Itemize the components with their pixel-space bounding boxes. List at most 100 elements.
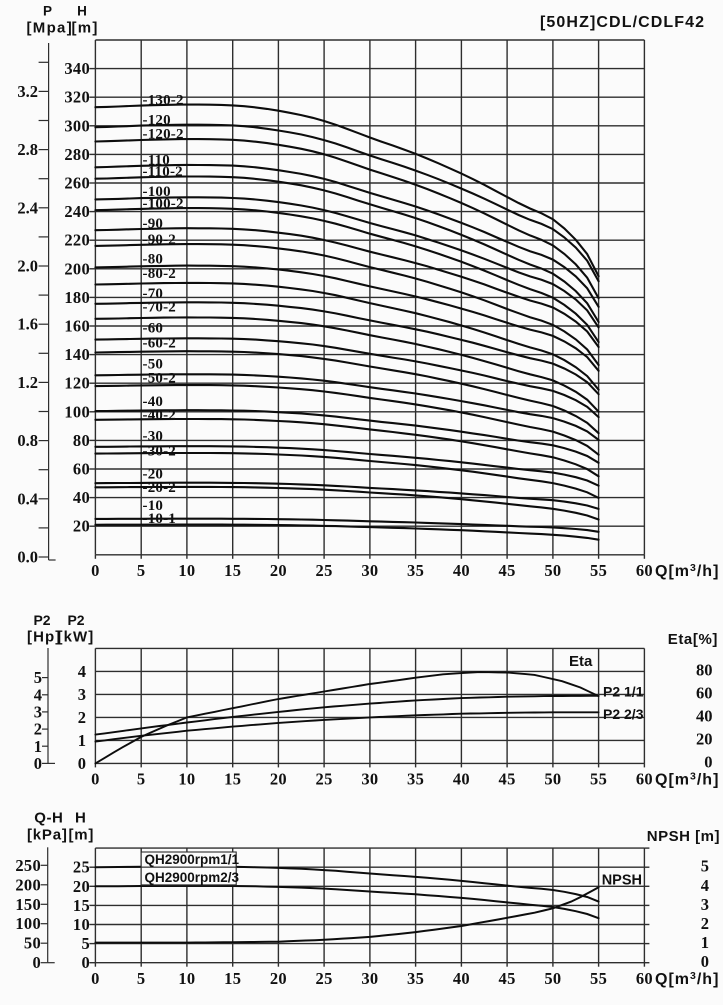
svg-text:4: 4 bbox=[34, 685, 42, 704]
svg-text:240: 240 bbox=[64, 202, 90, 221]
svg-text:60: 60 bbox=[636, 561, 653, 580]
svg-text:NPSH: NPSH bbox=[602, 873, 642, 889]
svg-text:1: 1 bbox=[78, 731, 86, 750]
svg-text:20: 20 bbox=[73, 517, 90, 536]
svg-text:45: 45 bbox=[499, 969, 516, 988]
svg-text:-20-2: -20-2 bbox=[143, 480, 177, 496]
svg-text:250: 250 bbox=[15, 856, 41, 875]
svg-text:280: 280 bbox=[64, 145, 90, 164]
svg-text:-60: -60 bbox=[143, 321, 164, 337]
svg-text:-70-2: -70-2 bbox=[143, 300, 177, 316]
svg-text:2: 2 bbox=[701, 914, 709, 933]
svg-text:2.0: 2.0 bbox=[17, 257, 38, 276]
svg-text:-10-1: -10-1 bbox=[143, 511, 177, 527]
svg-text:50: 50 bbox=[544, 561, 561, 580]
svg-text:P2 1/1: P2 1/1 bbox=[603, 684, 644, 700]
svg-text:[Hp]: [Hp] bbox=[27, 629, 61, 646]
svg-text:60: 60 bbox=[696, 683, 713, 702]
svg-text:45: 45 bbox=[499, 770, 516, 789]
svg-text:QH2900rpm2/3: QH2900rpm2/3 bbox=[145, 870, 240, 885]
svg-text:10: 10 bbox=[73, 915, 90, 934]
svg-text:25: 25 bbox=[316, 969, 333, 988]
svg-text:60: 60 bbox=[636, 770, 653, 789]
svg-text:320: 320 bbox=[64, 88, 90, 107]
svg-text:0.0: 0.0 bbox=[17, 548, 38, 567]
svg-text:60: 60 bbox=[636, 969, 653, 988]
svg-text:0: 0 bbox=[701, 952, 709, 971]
svg-text:NPSH [m]: NPSH [m] bbox=[647, 828, 720, 845]
svg-text:260: 260 bbox=[64, 174, 90, 193]
svg-text:-50-2: -50-2 bbox=[143, 370, 177, 386]
svg-text:15: 15 bbox=[224, 561, 241, 580]
svg-text:Q[m3/h]: Q[m3/h] bbox=[655, 562, 719, 580]
svg-text:10: 10 bbox=[178, 561, 195, 580]
svg-text:340: 340 bbox=[64, 59, 90, 78]
svg-text:QH2900rpm1/1: QH2900rpm1/1 bbox=[145, 852, 240, 867]
svg-text:0: 0 bbox=[32, 953, 41, 972]
svg-text:50: 50 bbox=[544, 770, 561, 789]
svg-text:25: 25 bbox=[316, 770, 333, 789]
svg-text:80: 80 bbox=[696, 660, 713, 679]
svg-text:Q[m3/h]: Q[m3/h] bbox=[655, 970, 719, 988]
svg-text:[kW]: [kW] bbox=[58, 629, 95, 646]
svg-text:45: 45 bbox=[499, 561, 516, 580]
svg-text:5: 5 bbox=[701, 857, 709, 876]
svg-text:P: P bbox=[43, 4, 52, 19]
svg-text:40: 40 bbox=[73, 488, 90, 507]
svg-text:-100-2: -100-2 bbox=[143, 196, 184, 212]
svg-text:2: 2 bbox=[34, 720, 42, 739]
svg-text:10: 10 bbox=[178, 969, 195, 988]
svg-text:100: 100 bbox=[64, 402, 90, 421]
svg-text:-40-2: -40-2 bbox=[143, 408, 177, 424]
svg-text:-80-2: -80-2 bbox=[143, 266, 177, 282]
svg-text:-120-2: -120-2 bbox=[143, 127, 184, 143]
svg-text:-30: -30 bbox=[143, 428, 164, 444]
svg-text:[Mpa]: [Mpa] bbox=[27, 19, 74, 36]
svg-text:30: 30 bbox=[361, 969, 378, 988]
svg-text:3: 3 bbox=[78, 685, 86, 704]
svg-text:35: 35 bbox=[407, 770, 424, 789]
svg-text:15: 15 bbox=[224, 770, 241, 789]
svg-text:-70: -70 bbox=[143, 286, 164, 302]
svg-text:-30-2: -30-2 bbox=[143, 443, 177, 459]
svg-text:2: 2 bbox=[78, 708, 86, 727]
svg-text:15: 15 bbox=[73, 896, 90, 915]
svg-text:-90-2: -90-2 bbox=[143, 232, 177, 248]
svg-text:5: 5 bbox=[137, 969, 146, 988]
svg-text:200: 200 bbox=[15, 875, 41, 894]
svg-text:35: 35 bbox=[407, 969, 424, 988]
svg-text:4: 4 bbox=[78, 662, 86, 681]
svg-text:[kPa]: [kPa] bbox=[27, 827, 68, 844]
svg-text:-10: -10 bbox=[143, 498, 164, 514]
svg-text:Q-H: Q-H bbox=[34, 810, 63, 827]
svg-text:-110: -110 bbox=[143, 152, 170, 168]
svg-text:40: 40 bbox=[696, 706, 713, 725]
svg-text:20: 20 bbox=[696, 729, 713, 748]
svg-text:5: 5 bbox=[81, 934, 90, 953]
svg-text:10: 10 bbox=[178, 770, 195, 789]
svg-text:220: 220 bbox=[64, 231, 90, 250]
svg-text:0.8: 0.8 bbox=[17, 431, 38, 450]
svg-text:55: 55 bbox=[590, 770, 607, 789]
svg-text:1: 1 bbox=[701, 933, 709, 952]
svg-text:0: 0 bbox=[91, 969, 100, 988]
svg-text:[m]: [m] bbox=[69, 827, 95, 844]
svg-text:-100: -100 bbox=[143, 184, 171, 200]
svg-text:55: 55 bbox=[590, 969, 607, 988]
svg-text:180: 180 bbox=[64, 288, 90, 307]
svg-text:20: 20 bbox=[270, 770, 287, 789]
svg-text:50: 50 bbox=[544, 969, 561, 988]
svg-text:-20: -20 bbox=[143, 466, 164, 482]
svg-text:20: 20 bbox=[270, 969, 287, 988]
svg-text:H: H bbox=[75, 810, 86, 827]
svg-text:5: 5 bbox=[137, 561, 146, 580]
svg-text:2.4: 2.4 bbox=[17, 198, 38, 217]
svg-text:80: 80 bbox=[73, 431, 90, 450]
svg-text:15: 15 bbox=[224, 969, 241, 988]
svg-text:H: H bbox=[77, 4, 87, 19]
svg-text:P2: P2 bbox=[33, 612, 50, 628]
svg-text:P2: P2 bbox=[67, 612, 84, 628]
svg-text:-130-2: -130-2 bbox=[143, 92, 184, 108]
svg-text:0.4: 0.4 bbox=[17, 489, 38, 508]
svg-text:25: 25 bbox=[73, 858, 90, 877]
